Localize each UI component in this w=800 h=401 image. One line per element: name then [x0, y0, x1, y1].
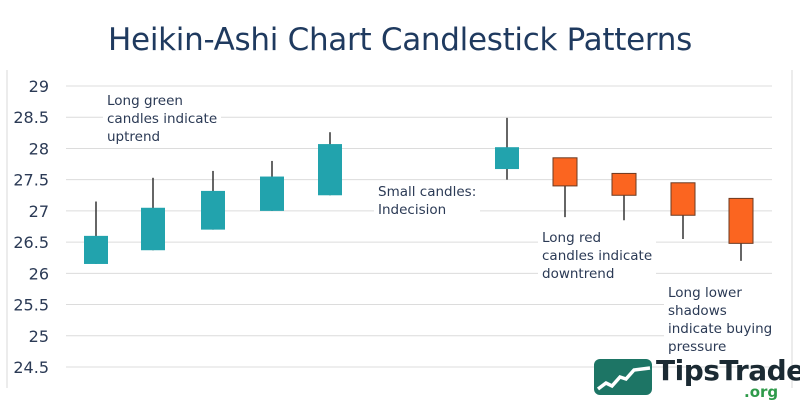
logo-suffix: .org: [744, 383, 779, 401]
annotation-line: Long lower: [668, 285, 742, 301]
candle-body: [611, 172, 637, 196]
y-tick-label: 25: [29, 327, 49, 346]
y-tick-label: 26: [29, 264, 49, 283]
annotation-line: pressure: [668, 339, 727, 355]
candle-7: [552, 157, 578, 218]
candle-body: [670, 182, 696, 216]
candle-body: [318, 144, 342, 196]
logo-text: TipsTrade: [656, 354, 800, 387]
annotation-buying-pressure: Long lower shadows indicate buying press…: [664, 284, 777, 356]
y-tick-label: 25.5: [13, 296, 49, 315]
candle-9: [670, 182, 696, 239]
annotation-line: candles indicate: [107, 111, 218, 127]
annotation-line: uptrend: [107, 129, 161, 145]
logo-chart-icon: [594, 359, 652, 395]
y-tick-label: 27: [29, 202, 49, 221]
candle-1: [84, 201, 108, 264]
annotation-line: Long red: [542, 230, 602, 246]
candle-body: [141, 207, 165, 251]
y-tick-label: 27.5: [13, 171, 49, 190]
candle-6: [495, 117, 519, 180]
y-tick-label: 28.5: [13, 108, 49, 127]
annotation-line: Small candles:: [378, 184, 477, 200]
y-tick-label: 29: [29, 77, 49, 96]
annotation-downtrend: Long red candles indicate downtrend: [538, 229, 657, 283]
annotation-line: candles indicate: [542, 248, 653, 264]
candle-body: [495, 147, 519, 170]
candle-body: [552, 157, 578, 187]
annotation-line: Long green: [107, 93, 183, 109]
tipstrade-logo: TipsTrade .org: [594, 357, 800, 401]
candle-2: [141, 177, 165, 251]
candle-body: [84, 235, 108, 264]
chart-title: Heikin-Ashi Chart Candlestick Patterns: [108, 22, 692, 58]
annotation-indecision: Small candles: Indecision: [374, 183, 481, 219]
candle-5: [318, 132, 342, 196]
candle-body: [728, 197, 754, 244]
annotation-line: shadows: [668, 303, 727, 319]
annotation-uptrend: Long green candles indicate uptrend: [103, 92, 222, 146]
candle-10: [728, 197, 754, 261]
y-tick-label: 26.5: [13, 233, 49, 252]
candle-body: [260, 176, 284, 211]
annotation-line: downtrend: [542, 266, 615, 282]
y-tick-label: 24.5: [13, 358, 49, 377]
candle-body: [201, 190, 225, 230]
annotation-line: indicate buying: [668, 321, 773, 337]
annotation-line: Indecision: [378, 202, 447, 218]
candle-4: [260, 160, 284, 211]
candle-3: [201, 170, 225, 230]
y-tick-label: 28: [29, 139, 49, 158]
candle-8: [611, 172, 637, 221]
